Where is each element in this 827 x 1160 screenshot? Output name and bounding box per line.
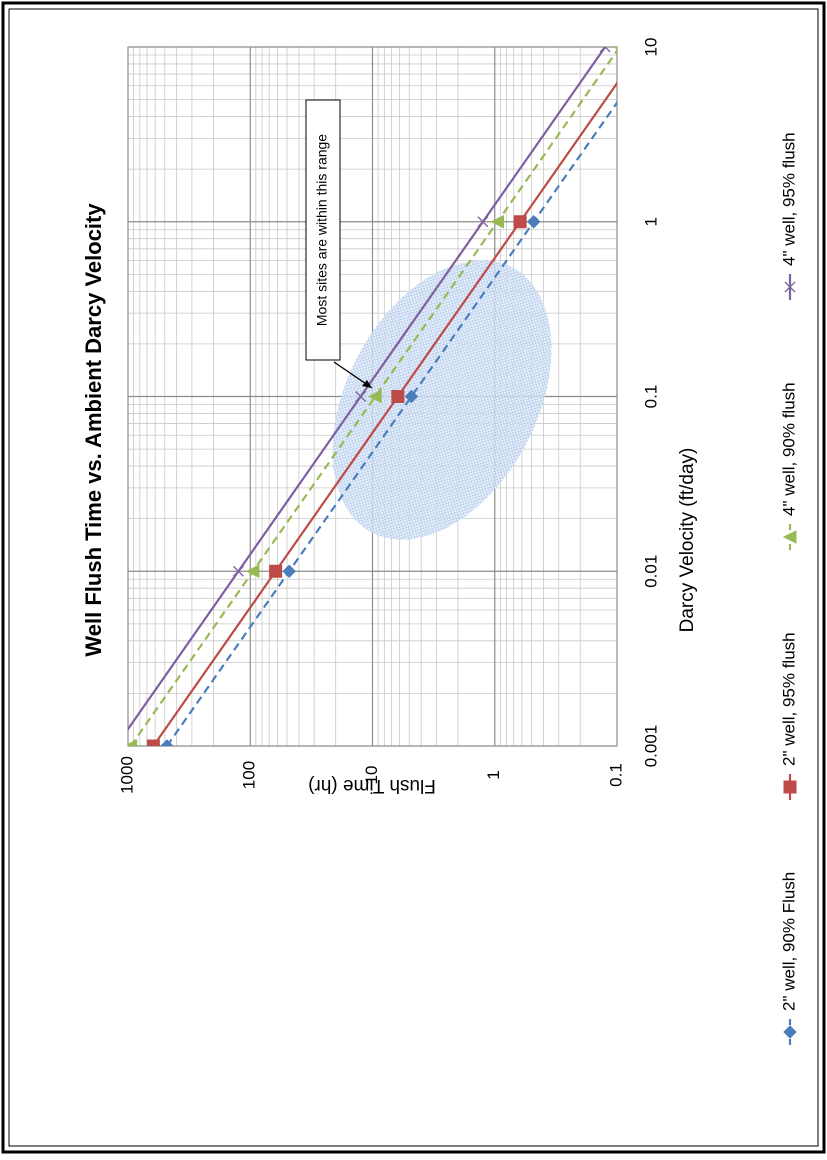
range-ellipse [332, 260, 552, 540]
legend-marker [783, 1025, 797, 1039]
marker [282, 564, 296, 578]
marker [599, 47, 611, 53]
legend-marker [782, 530, 797, 544]
x-tick-label: 1 [641, 217, 660, 226]
marker [146, 739, 160, 746]
x-tick-label: 10 [641, 38, 660, 57]
marker [404, 389, 419, 404]
annotation: Most sites are within this range [314, 134, 330, 326]
marker [527, 215, 541, 229]
marker [368, 389, 382, 404]
chart-title: Well Flush Time vs. Ambient Darcy Veloci… [81, 203, 106, 657]
x-tick-label: 0.001 [641, 725, 660, 768]
y-axis-label: Flush Time (hr) [308, 775, 436, 796]
arrow-head [362, 380, 372, 388]
legend-label: 4" well, 95% flush [779, 132, 798, 266]
marker [128, 739, 138, 746]
marker [111, 741, 121, 751]
marker [355, 391, 367, 402]
legend-marker [784, 281, 796, 293]
series-group [111, 47, 617, 751]
y-tick-label: 0.1 [606, 763, 625, 787]
marker [612, 47, 617, 50]
y-tick-label: 100 [240, 761, 259, 789]
legend-label: 2" well, 90% Flush [779, 872, 798, 1011]
y-tick-label: 1 [484, 770, 503, 779]
legend-label: 4" well, 90% flush [779, 382, 798, 516]
x-tick-label: 0.1 [641, 385, 660, 409]
x-tick-label: 0.01 [641, 555, 660, 588]
marker [513, 215, 527, 229]
frame-inner [8, 8, 819, 1147]
legend-marker [783, 780, 797, 794]
annotation-box [305, 99, 341, 361]
marker [391, 390, 405, 403]
marker [245, 564, 260, 579]
y-tick-label: 10 [362, 766, 381, 785]
marker [477, 216, 489, 228]
x-axis-label: Darcy Velocity (ft/day) [677, 448, 698, 633]
marker [232, 565, 244, 577]
legend-label: 2" well, 95% flush [779, 632, 798, 766]
marker [490, 214, 504, 229]
marker [269, 564, 283, 578]
y-tick-label: 1000 [117, 756, 136, 794]
marker [160, 739, 174, 746]
